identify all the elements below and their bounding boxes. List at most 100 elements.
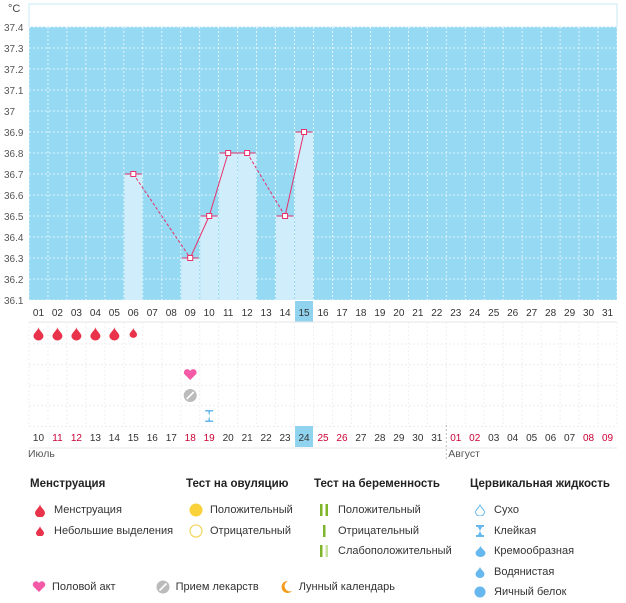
x-tick-label: 15 (298, 308, 310, 319)
heart-icon (30, 580, 48, 594)
month-label: Июль (28, 448, 55, 460)
calendar-date: 13 (90, 433, 102, 444)
calendar-date: 08 (583, 433, 595, 444)
calendar-date: 11 (52, 433, 63, 444)
drop-icon (109, 327, 120, 341)
drop-icon (30, 503, 50, 517)
calendar-date: 30 (412, 433, 424, 444)
drop-icon (52, 327, 63, 341)
temperature-point (206, 213, 213, 219)
x-tick-label: 12 (242, 308, 254, 319)
legend-item: Яичный белок (470, 582, 610, 603)
small-drop-icon (129, 327, 138, 338)
temperature-point (187, 255, 194, 261)
legend-item: Небольшие выделения (30, 521, 173, 542)
calendar-date: 23 (280, 433, 292, 444)
calendar-date: 02 (469, 433, 481, 444)
y-tick-label: 37.1 (4, 86, 24, 97)
calendar-date: 05 (526, 433, 538, 444)
y-tick-label: 36.7 (4, 170, 24, 181)
x-tick-label: 30 (583, 308, 595, 319)
x-tick-label: 11 (223, 308, 234, 319)
y-tick-label: 36.4 (4, 233, 24, 244)
temperature-line-segment (189, 215, 210, 259)
calendar-date: 21 (242, 433, 254, 444)
calendar-date: 19 (204, 433, 216, 444)
temperature-line-segment (208, 152, 229, 217)
drop-icon (71, 327, 82, 341)
month-label: Август (448, 448, 480, 460)
x-tick-label: 07 (147, 308, 159, 319)
x-tick-label: 01 (33, 308, 45, 319)
calendar-date: 06 (545, 433, 557, 444)
temperature-point (130, 171, 137, 177)
calendar-date: 25 (317, 433, 329, 444)
x-tick-label: 08 (166, 308, 178, 319)
creamy-icon (470, 544, 490, 558)
calendar-date: 14 (109, 433, 121, 444)
temperature-point (244, 150, 251, 156)
ovulation-negative-icon (186, 524, 206, 538)
x-tick-label: 18 (355, 308, 367, 319)
calendar-date: 17 (166, 433, 178, 444)
legend-title: Цервикальная жидкость (470, 478, 610, 490)
watery-icon (470, 565, 490, 579)
x-tick-label: 03 (71, 308, 83, 319)
x-tick-label: 05 (109, 308, 121, 319)
calendar-date: 18 (185, 433, 197, 444)
calendar-date: 15 (128, 433, 140, 444)
y-tick-label: 37.2 (4, 65, 24, 76)
legend-title: Менструация (30, 478, 106, 490)
x-tick-label: 21 (412, 308, 424, 319)
legend-bottom: Половой акт Прием лекарств Лунный календ… (30, 580, 413, 594)
temperature-bar (181, 258, 200, 300)
x-tick-label: 04 (90, 308, 102, 319)
legend-item: Половой акт (30, 580, 116, 594)
temperature-bar (219, 153, 238, 300)
temperature-lines (132, 131, 305, 259)
legend-item: Отрицательный (186, 521, 293, 542)
y-tick-label: 36.5 (4, 212, 24, 223)
calendar-date: 20 (223, 433, 235, 444)
chart-top-band (28, 3, 618, 28)
temperature-points (130, 129, 308, 261)
x-tick-label: 10 (204, 308, 216, 319)
x-tick-label: 09 (185, 308, 197, 319)
temperature-bar (200, 216, 219, 300)
calendar-date: 01 (450, 433, 462, 444)
calendar-date: 12 (71, 433, 83, 444)
legend-cervical: Цервикальная жидкость Сухо Клейкая Кремо… (470, 478, 610, 603)
calendar-date: 26 (336, 433, 348, 444)
y-tick-label: 36.2 (4, 275, 24, 286)
event-rows (28, 322, 618, 427)
x-tick-label: 14 (280, 308, 292, 319)
legend-item: Положительный (314, 500, 452, 521)
x-tick-label: 13 (261, 308, 273, 319)
current-day-highlight (295, 301, 314, 322)
legend-item: Лунный календарь (277, 580, 395, 594)
x-tick-label: 24 (469, 308, 481, 319)
calendar-date: 22 (261, 433, 273, 444)
calendar-date: 28 (374, 433, 386, 444)
hourglass-icon (470, 524, 490, 538)
bbt-chart: °C 37.4 37.3 37.2 37.1 37 36.9 36.8 36.7 36.6 36.… (4, 3, 618, 460)
moon-icon (277, 580, 295, 594)
x-tick-label: 29 (564, 308, 576, 319)
calendar-date: 10 (33, 433, 45, 444)
pregnancy-negative-icon (314, 524, 334, 538)
chart-grid (28, 3, 618, 301)
heart-icon (183, 369, 197, 380)
calendar-date: 16 (147, 433, 159, 444)
y-tick-label: 36.1 (4, 296, 24, 307)
dry-icon (470, 503, 490, 517)
x-tick-label: 16 (317, 308, 329, 319)
x-tick-label: 26 (507, 308, 519, 319)
legend-title: Тест на беременность (314, 478, 440, 490)
calendar-date: 04 (507, 433, 519, 444)
calendar-row: 10 11 12 13 14 15 16 17 18 19 20 21 22 23 24 25 26 27 28 29… (28, 425, 617, 460)
calendar-date: 27 (355, 433, 367, 444)
y-unit-label: °C (8, 3, 20, 15)
drop-icon (33, 327, 44, 341)
y-tick-label: 36.6 (4, 191, 24, 202)
x-tick-label: 23 (450, 308, 462, 319)
